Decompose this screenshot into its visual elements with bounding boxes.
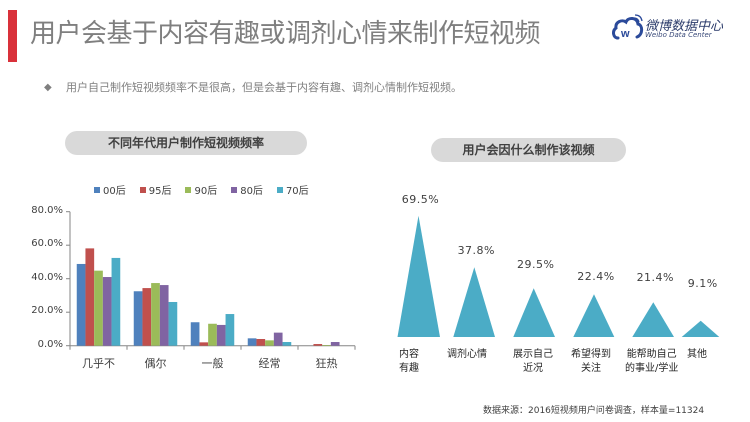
category-label-line: 内容 [399,349,419,360]
x-tick-label: 狂热 [315,357,338,370]
legend-item: 90后 [185,182,217,197]
triangle-bar [453,267,495,337]
legend-swatch [139,186,146,193]
triangle-bar [632,302,674,337]
bar [208,323,217,346]
category-label-line: 调剂心情 [447,349,487,360]
legend-item: 70后 [276,182,309,197]
logo-subtitle: Weibo Data Center [645,31,712,39]
bar [330,342,340,346]
value-label: 21.4% [636,271,675,284]
bar [256,339,266,346]
bar [190,322,200,346]
bar [282,342,292,346]
bar [159,285,169,346]
bar [102,277,112,346]
bar [85,248,95,346]
y-tick-label: 60.0% [31,238,63,250]
bar [199,342,209,346]
bar [111,257,121,346]
legend-label: 95后 [148,186,172,197]
y-tick-label: 0.0% [37,338,63,350]
category-label: 其他 [687,348,707,362]
value-label: 29.5% [516,258,555,271]
legend-swatch [276,186,283,193]
bar [322,345,331,346]
legend-label: 00后 [103,186,126,197]
legend-item: 95后 [139,182,172,197]
svg-text:w: w [620,28,630,40]
page-title: 用户会基于内容有趣或调剂心情来制作短视频 [30,19,541,49]
bar [94,270,103,346]
legend-swatch [185,186,192,193]
bar [216,324,226,346]
bar [247,338,257,346]
x-tick-label: 偶尔 [144,357,167,370]
value-label: 69.5% [401,193,440,206]
bar [76,263,86,346]
data-source-footer: 数据来源：2016短视频用户问卷调查，样本量=11324 [483,406,705,416]
legend-label: 80后 [240,186,263,197]
legend-item: 80后 [231,182,263,197]
bar [133,291,143,346]
triangle-bar [573,294,615,337]
title-accent-bar [8,10,17,62]
category-label-line: 希望得到 [571,349,611,360]
logo-text: 微博数据中心 [645,19,724,34]
left-chart-legend: 00后 95后 90后 80后 70后 [94,182,309,197]
legend-swatch [94,186,100,193]
weibo-cloud-icon: w [612,14,644,40]
y-tick-label: 20.0% [31,305,63,317]
weibo-data-center-logo: w 微博数据中心 Weibo Data Center [612,14,742,44]
category-label-line: 的事业/学业 [625,363,679,374]
x-tick-label: 几乎不 [82,357,115,370]
triangle-bar [681,320,720,337]
category-label-line: 展示自己 [513,349,553,360]
category-label-line: 近况 [523,363,543,374]
category-label-line: 有趣 [399,363,419,374]
bar [151,283,160,346]
y-tick-label: 40.0% [31,271,63,283]
value-label: 22.4% [577,270,615,283]
x-tick-label: 经常 [258,357,281,370]
left-chart-title: 不同年代用户制作短视频频率 [65,131,307,155]
bullet-diamond-icon: ◆ [44,82,52,93]
bar [142,288,152,346]
triangle-bar [397,215,440,337]
category-label: 内容 有趣 [399,348,419,376]
summary-text: 用户自己制作短视频频率不是很高，但是会基于内容有趣、调剂心情制作短视频。 [66,81,462,94]
value-label: 37.8% [457,244,496,257]
legend-label: 70后 [285,186,309,197]
legend-swatch [231,186,238,193]
bar [265,340,274,346]
x-tick-label: 一般 [201,357,224,370]
category-label-line: 其他 [687,349,707,360]
category-label: 展示自己 近况 [513,348,553,376]
category-label: 希望得到 关注 [571,348,611,376]
category-label-line: 能帮助自己 [626,349,677,360]
category-label-line: 关注 [581,363,601,374]
legend-item: 00后 [94,182,126,197]
bar [313,344,323,346]
triangle-bar [513,288,555,337]
category-label: 调剂心情 [447,348,487,362]
bar [225,314,235,346]
category-label: 能帮助自己的事业/学业 [625,348,678,376]
bar [168,301,178,346]
value-label: 9.1% [687,277,718,290]
y-tick-label: 80.0% [31,204,63,216]
right-chart-title: 用户会因什么制作该视频 [431,138,626,162]
legend-label: 90后 [194,186,218,197]
bar [273,332,283,346]
